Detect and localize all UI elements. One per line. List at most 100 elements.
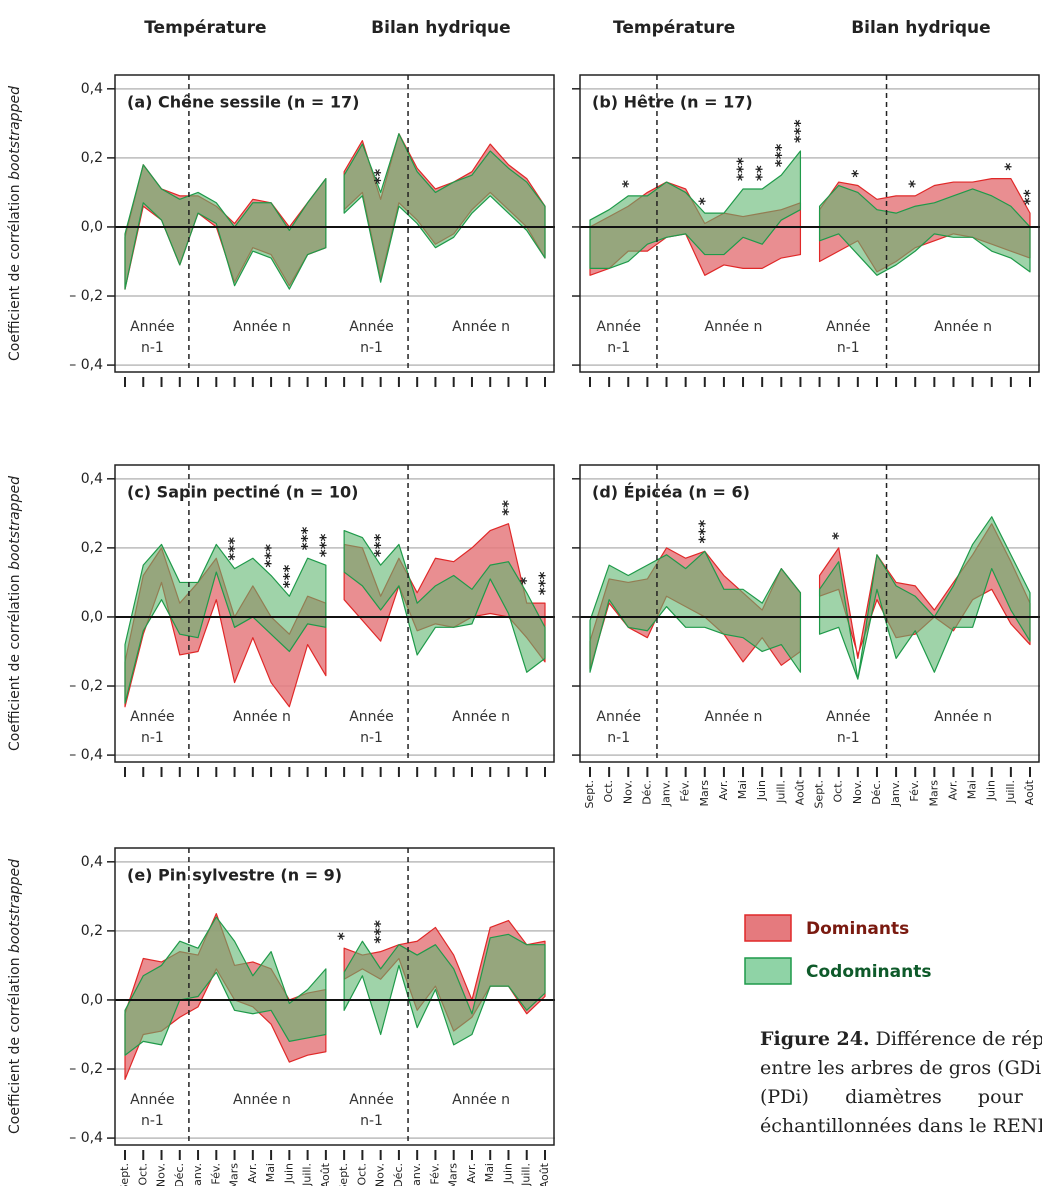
year-label: Année bbox=[130, 319, 175, 335]
y-tick-label: 0,0 bbox=[81, 992, 103, 1008]
x-tick-label: Juill. bbox=[774, 780, 787, 804]
year-label: n-1 bbox=[141, 340, 164, 356]
x-tick-label: Sept. bbox=[337, 1163, 350, 1186]
year-label: Année n bbox=[233, 319, 291, 335]
y-tick-label: 0,0 bbox=[81, 609, 103, 625]
caption-line: Figure 24. Différence de réponse au bbox=[760, 1028, 1042, 1050]
x-tick-label: Mai bbox=[483, 1163, 496, 1182]
year-label: Année n bbox=[452, 709, 510, 725]
y-axis-label: Coefficient de corrélation bootstrapped bbox=[7, 86, 23, 361]
column-header: Bilan hydrique bbox=[851, 18, 990, 38]
band-area bbox=[343, 530, 546, 673]
significance-stars: ** bbox=[371, 169, 389, 185]
band-area bbox=[343, 133, 546, 283]
y-tick-label: – 0,2 bbox=[69, 1061, 103, 1077]
x-tick-label: Nov. bbox=[851, 780, 864, 804]
x-tick-label: Juin bbox=[282, 1163, 295, 1184]
y-axis-label-part: Coefficient de corrélation bbox=[7, 953, 23, 1134]
x-tick-label: Juin bbox=[501, 1163, 514, 1184]
year-label: Année n bbox=[233, 1092, 291, 1108]
x-tick-label: Mai bbox=[736, 780, 749, 799]
significance-stars: *** bbox=[734, 157, 752, 181]
x-tick-label: Août bbox=[319, 1162, 332, 1186]
year-label: Année bbox=[130, 1092, 175, 1108]
year-label: n-1 bbox=[360, 1113, 383, 1129]
caption-line: entre les arbres de gros (GDi) et d bbox=[760, 1057, 1042, 1079]
y-tick-label: 0,2 bbox=[81, 540, 103, 556]
y-tick-label: 0,0 bbox=[81, 219, 103, 235]
x-tick-label: Nov. bbox=[155, 1163, 168, 1186]
x-tick-label: Mai bbox=[264, 1163, 277, 1182]
x-tick-label: Fév. bbox=[908, 780, 921, 802]
x-tick-label: Janv. bbox=[410, 1163, 423, 1186]
panel-title: (d) Épicéa (n = 6) bbox=[592, 483, 750, 502]
panel-title: (a) Chêne sessile (n = 17) bbox=[127, 93, 359, 112]
band-area bbox=[124, 543, 327, 704]
band-area bbox=[589, 550, 802, 673]
x-tick-label: Mars bbox=[228, 1163, 241, 1186]
caption-line: échantillonnées dans le RENECOF bbox=[760, 1115, 1042, 1137]
year-label: Année n bbox=[705, 319, 763, 335]
significance-stars: *** bbox=[371, 920, 389, 944]
significance-stars: *** bbox=[262, 544, 280, 568]
significance-stars: ** bbox=[499, 500, 517, 516]
significance-stars: *** bbox=[791, 119, 809, 143]
plot-frame bbox=[114, 847, 555, 1146]
legend-swatch-dominants bbox=[744, 914, 792, 942]
y-axis-label: Coefficient de corrélation bootstrapped bbox=[7, 859, 23, 1134]
band-area bbox=[343, 933, 546, 1046]
caption-text: Différence de réponse au bbox=[876, 1028, 1042, 1050]
significance-stars: *** bbox=[695, 520, 713, 544]
x-tick-label: Fév. bbox=[209, 1163, 222, 1185]
x-tick-label: Mars bbox=[447, 1163, 460, 1186]
year-label: Année n bbox=[705, 709, 763, 725]
significance-stars: *** bbox=[371, 533, 389, 557]
year-label: n-1 bbox=[360, 730, 383, 746]
x-tick-label: Août bbox=[793, 779, 806, 805]
column-header: Température bbox=[613, 18, 735, 38]
x-tick-label: Janv. bbox=[191, 1163, 204, 1186]
column-header: Température bbox=[144, 18, 266, 38]
significance-stars: *** bbox=[316, 533, 334, 557]
year-label: Année n bbox=[934, 319, 992, 335]
significance-stars: ** bbox=[1021, 189, 1039, 205]
y-tick-label: – 0,2 bbox=[69, 678, 103, 694]
x-tick-label: Fév. bbox=[679, 780, 692, 802]
significance-stars: * bbox=[695, 197, 713, 205]
x-tick-label: Sept. bbox=[813, 780, 826, 809]
y-axis-label: Coefficient de corrélation bootstrapped bbox=[7, 476, 23, 751]
y-axis-label-part: Coefficient de corrélation bbox=[7, 180, 23, 361]
x-tick-label: Déc. bbox=[870, 780, 883, 805]
significance-stars: *** bbox=[298, 527, 316, 551]
year-label: Année bbox=[349, 709, 394, 725]
plot-frame bbox=[114, 74, 555, 373]
x-tick-label: Mars bbox=[927, 780, 940, 807]
panel: – 0,4 – 0,2 0,0 0,2 0,4 (e) Pin sylvestre (n … bbox=[7, 847, 555, 1186]
x-tick-label: Avr. bbox=[465, 1163, 478, 1183]
significance-stars: *** bbox=[280, 565, 298, 589]
year-label: Année n bbox=[233, 709, 291, 725]
x-tick-label: Oct. bbox=[136, 1163, 149, 1186]
plot-frame bbox=[114, 464, 555, 763]
x-tick-label: Déc. bbox=[640, 780, 653, 805]
x-tick-label: Fév. bbox=[428, 1163, 441, 1185]
y-tick-label: 0,2 bbox=[81, 923, 103, 939]
x-tick-label: Mai bbox=[966, 780, 979, 799]
caption-label: Figure 24. bbox=[760, 1028, 870, 1050]
y-tick-label: – 0,4 bbox=[69, 1130, 103, 1146]
plot-frame bbox=[579, 464, 1040, 763]
year-label: n-1 bbox=[141, 1113, 164, 1129]
panel: – 0,4 – 0,2 0,0 0,2 0,4 (c) Sapin pectiné (n … bbox=[7, 464, 555, 777]
year-label: Année bbox=[826, 319, 871, 335]
year-label: n-1 bbox=[141, 730, 164, 746]
x-tick-label: Déc. bbox=[392, 1163, 405, 1186]
x-tick-label: Nov. bbox=[374, 1163, 387, 1186]
x-tick-label: Sept. bbox=[583, 780, 596, 809]
x-tick-label: Sept. bbox=[118, 1163, 131, 1186]
panel-title: (c) Sapin pectiné (n = 10) bbox=[127, 483, 358, 502]
significance-stars: ** bbox=[753, 165, 771, 181]
x-tick-label: Oct. bbox=[832, 780, 845, 803]
y-tick-label: – 0,4 bbox=[69, 357, 103, 373]
x-tick-label: Juill. bbox=[520, 1163, 533, 1186]
